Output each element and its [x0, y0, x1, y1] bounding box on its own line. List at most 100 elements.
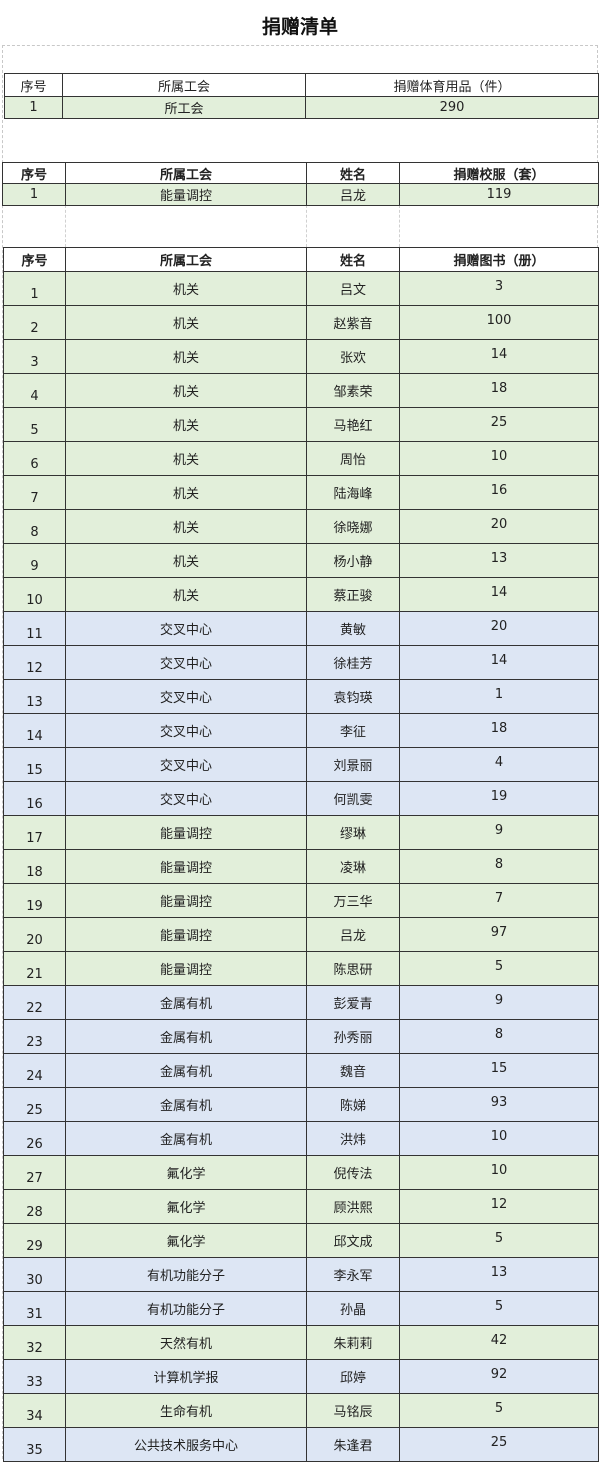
cell-count: 13	[399, 1257, 599, 1292]
table-row: 5 机关 马艳红 25	[3, 407, 599, 442]
cell-unit: 生命有机	[65, 1393, 307, 1428]
table-row: 24 金属有机 魏音 15	[3, 1053, 599, 1088]
table-row: 1 能量调控 吕龙 119	[2, 183, 599, 206]
cell-name: 邱文成	[306, 1223, 400, 1258]
cell-name: 魏音	[306, 1053, 400, 1088]
cell-name: 赵紫音	[306, 305, 400, 340]
cell-index: 4	[3, 373, 66, 408]
cell-count: 5	[399, 1291, 599, 1326]
table-row: 4 机关 邹素荣 18	[3, 373, 599, 408]
cell-name: 邱婷	[306, 1359, 400, 1394]
cell-count: 20	[399, 611, 599, 646]
cell-count: 1	[399, 679, 599, 714]
page-title: 捐赠清单	[261, 16, 338, 38]
cell-index: 6	[3, 441, 66, 476]
cell-name: 万三华	[306, 883, 400, 918]
cell-unit: 所工会	[62, 96, 306, 119]
cell-unit: 公共技术服务中心	[65, 1427, 307, 1462]
cell-unit: 交叉中心	[65, 713, 307, 748]
cell-name: 朱逢君	[306, 1427, 400, 1462]
cell-index: 1	[3, 271, 66, 306]
cell-name: 何凯雯	[306, 781, 400, 816]
table-row: 35 公共技术服务中心 朱逢君 25	[3, 1427, 599, 1462]
cell-name: 蔡正骏	[306, 577, 400, 612]
cell-index: 25	[3, 1087, 66, 1122]
header-unit: 所属工会	[65, 247, 307, 272]
table-row: 1 所工会 290	[4, 96, 599, 119]
cell-name: 凌琳	[306, 849, 400, 884]
cell-index: 33	[3, 1359, 66, 1394]
header-uniform-count: 捐赠校服（套）	[399, 162, 599, 184]
cell-index: 9	[3, 543, 66, 578]
cell-count: 92	[399, 1359, 599, 1394]
cell-index: 35	[3, 1427, 66, 1462]
cell-name: 吕龙	[306, 917, 400, 952]
cell-unit: 机关	[65, 441, 307, 476]
table-row: 20 能量调控 吕龙 97	[3, 917, 599, 952]
table-row: 9 机关 杨小静 13	[3, 543, 599, 578]
cell-count: 10	[399, 441, 599, 476]
cell-unit: 机关	[65, 475, 307, 510]
cell-index: 29	[3, 1223, 66, 1258]
header-name: 姓名	[306, 247, 400, 272]
cell-unit: 交叉中心	[65, 747, 307, 782]
cell-unit: 机关	[65, 543, 307, 578]
cell-name: 李征	[306, 713, 400, 748]
cell-name: 孙晶	[306, 1291, 400, 1326]
cell-unit: 有机功能分子	[65, 1291, 307, 1326]
cell-index: 27	[3, 1155, 66, 1190]
cell-count: 10	[399, 1121, 599, 1156]
cell-count: 3	[399, 271, 599, 306]
table-header-row: 序号 所属工会 捐赠体育用品（件）	[4, 73, 599, 97]
cell-unit: 能量调控	[65, 917, 307, 952]
cell-index: 30	[3, 1257, 66, 1292]
table-row: 23 金属有机 孙秀丽 8	[3, 1019, 599, 1054]
cell-name: 朱莉莉	[306, 1325, 400, 1360]
cell-count: 5	[399, 1223, 599, 1258]
cell-name: 李永军	[306, 1257, 400, 1292]
cell-count: 9	[399, 985, 599, 1020]
sports-donation-table: 序号 所属工会 捐赠体育用品（件） 1 所工会 290	[4, 73, 599, 119]
table-row: 16 交叉中心 何凯雯 19	[3, 781, 599, 816]
gridline	[306, 205, 307, 247]
cell-name: 张欢	[306, 339, 400, 374]
cell-count: 14	[399, 645, 599, 680]
header-index: 序号	[3, 247, 66, 272]
header-index: 序号	[2, 162, 66, 184]
book-donation-table: 序号 所属工会 姓名 捐赠图书（册） 1 机关 吕文 3 2 机关 赵紫音 100 3 机关 张欢 1…	[3, 247, 599, 1462]
table-row: 18 能量调控 凌琳 8	[3, 849, 599, 884]
header-unit: 所属工会	[65, 162, 307, 184]
cell-name: 陆海峰	[306, 475, 400, 510]
cell-unit: 金属有机	[65, 1121, 307, 1156]
cell-unit: 能量调控	[65, 849, 307, 884]
cell-name: 吕龙	[306, 183, 400, 206]
header-index: 序号	[4, 73, 63, 97]
cell-count: 93	[399, 1087, 599, 1122]
cell-count: 12	[399, 1189, 599, 1224]
cell-name: 马铭辰	[306, 1393, 400, 1428]
cell-unit: 金属有机	[65, 1087, 307, 1122]
cell-name: 袁钧瑛	[306, 679, 400, 714]
cell-unit: 机关	[65, 373, 307, 408]
table-row: 15 交叉中心 刘景丽 4	[3, 747, 599, 782]
table-row: 7 机关 陆海峰 16	[3, 475, 599, 510]
table-row: 17 能量调控 缪琳 9	[3, 815, 599, 850]
cell-count: 19	[399, 781, 599, 816]
cell-unit: 交叉中心	[65, 645, 307, 680]
table-header-row: 序号 所属工会 姓名 捐赠校服（套）	[2, 162, 599, 184]
table-row: 22 金属有机 彭爱青 9	[3, 985, 599, 1020]
cell-unit: 机关	[65, 407, 307, 442]
cell-index: 28	[3, 1189, 66, 1224]
table-row: 30 有机功能分子 李永军 13	[3, 1257, 599, 1292]
cell-index: 20	[3, 917, 66, 952]
cell-count: 25	[399, 1427, 599, 1462]
table-row: 12 交叉中心 徐桂芳 14	[3, 645, 599, 680]
cell-count: 18	[399, 373, 599, 408]
cell-index: 11	[3, 611, 66, 646]
cell-unit: 氟化学	[65, 1223, 307, 1258]
table-row: 8 机关 徐晓娜 20	[3, 509, 599, 544]
table-row: 25 金属有机 陈娣 93	[3, 1087, 599, 1122]
cell-count: 5	[399, 951, 599, 986]
cell-index: 21	[3, 951, 66, 986]
cell-name: 杨小静	[306, 543, 400, 578]
